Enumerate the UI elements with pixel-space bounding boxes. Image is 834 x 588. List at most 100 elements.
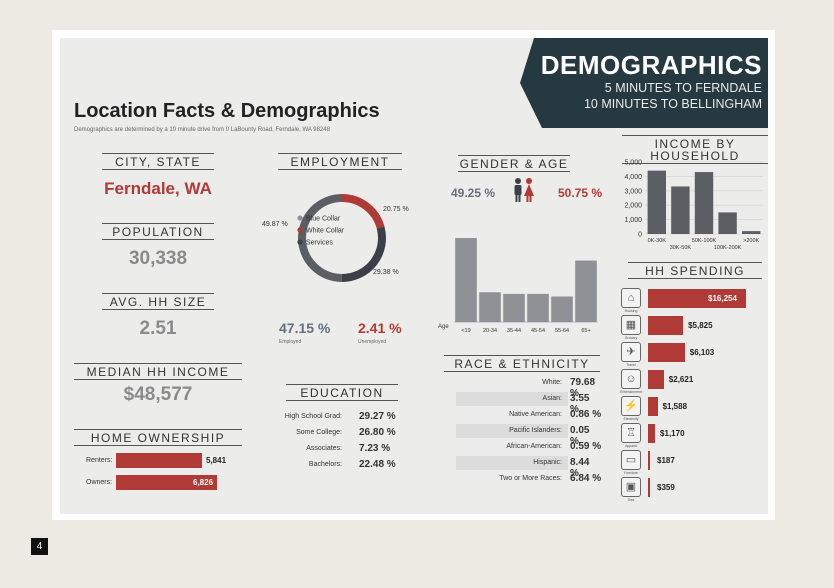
renters-value: 5,841 (206, 456, 227, 465)
income-ytick: 2,000 (624, 203, 642, 210)
legend-dot-white-collar (297, 227, 303, 233)
banner-line-ferndale: 5 MINUTES TO FERNDALE (604, 81, 762, 95)
legend-services: Services (306, 240, 333, 247)
services-pct: 29.38 % (373, 269, 399, 276)
education-label: High School Grad: (284, 413, 342, 420)
unemployed-label: Unemployed (358, 339, 387, 345)
age-xtick: 65+ (581, 328, 590, 334)
spending-value: $6,103 (689, 348, 715, 357)
race-row: Pacific Islanders: 0.05 % (456, 424, 589, 447)
spending-caption: Gas (627, 498, 635, 502)
city-state-value: Ferndale, WA (104, 179, 212, 198)
income-bar (694, 172, 714, 234)
median-income-value: $48,577 (123, 384, 193, 405)
race-label: White: (542, 379, 562, 386)
spending-bar (648, 370, 664, 389)
employed-value: 47.15 % (279, 320, 331, 336)
donut-slice-blue-collar (298, 194, 343, 282)
female-pct: 50.75 % (558, 186, 603, 200)
age-xtick: 35-44 (507, 328, 521, 334)
spending-bar (648, 289, 746, 308)
theater-icon: ☺ (621, 369, 641, 389)
income-bar (741, 231, 761, 234)
spending-value: $2,621 (668, 375, 694, 384)
race-label: Asian: (542, 395, 562, 402)
age-xtick: 20-34 (483, 328, 497, 334)
spending-value: $187 (657, 456, 675, 465)
income-household-heading: INCOME BY HOUSEHOLD (622, 135, 768, 164)
income-xtick: 0K-30K (648, 238, 667, 244)
spending-caption: Entertainment (620, 390, 642, 394)
home-ownership-heading: HOME OWNERSHIP (74, 429, 242, 446)
income-bar (718, 212, 737, 234)
avg-hh-size-value: 2.51 (139, 318, 177, 339)
education-value: 7.23 % (359, 443, 391, 454)
page-title: Location Facts & Demographics (74, 100, 380, 122)
population-heading: POPULATION (102, 223, 214, 240)
white-collar-pct: 20.75 % (383, 206, 409, 213)
banner-line-bellingham: 10 MINUTES TO BELLINGHAM (583, 97, 762, 111)
spending-bar (648, 424, 656, 443)
hh-spending-heading: HH SPENDING (628, 262, 762, 279)
renters-label: Renters: (86, 457, 113, 464)
race-value: 6.84 % (570, 473, 602, 484)
gender-age-heading: GENDER & AGE (458, 155, 570, 172)
age-axis-label: Age (438, 324, 449, 330)
race-row: Asian: 3.55 % (456, 392, 589, 415)
unemployed-value: 2.41 % (358, 320, 402, 336)
age-bar (479, 292, 501, 322)
income-xtick: 30K-50K (670, 245, 692, 251)
income-xtick: 50K-100K (692, 238, 717, 244)
race-row: Native American: 0.86 % (456, 408, 606, 422)
age-bar (455, 238, 477, 322)
race-row: White: 79.68 % (456, 376, 606, 399)
spending-value: $5,825 (688, 321, 713, 330)
education-heading: EDUCATION (286, 384, 398, 401)
owners-value: 6,826 (193, 478, 214, 487)
gender-icon (514, 178, 534, 202)
spending-caption: Electricity (623, 417, 639, 421)
population-value: 30,338 (128, 248, 188, 269)
spending-bar (648, 478, 651, 497)
education-value: 26.80 % (359, 427, 396, 438)
race-value: 0.86 % (570, 409, 602, 420)
income-bar-chart: 5,000 4,000 3,000 2,000 1,000 0 0K-30K30K-50K5… (624, 160, 763, 251)
spending-bar (648, 451, 650, 470)
income-ytick: 5,000 (624, 160, 642, 167)
race-label: Two or More Races: (499, 475, 562, 482)
spending-bar (648, 397, 658, 416)
basket-icon: ▦ (621, 315, 641, 335)
income-bar (671, 186, 690, 234)
education-label: Some College: (296, 429, 342, 436)
race-value: 3.55 % (570, 393, 590, 415)
education-label: Bachelors: (308, 461, 342, 468)
legend-blue-collar: Blue Collar (306, 216, 341, 223)
electric-icon: ⚡ (621, 396, 641, 416)
race-row: African-American: 0.59 % (456, 440, 606, 454)
gas-icon: ▣ (621, 477, 641, 497)
income-ytick: 1,000 (624, 217, 642, 224)
renters-bar (116, 453, 202, 468)
spending-caption: Grocery (624, 336, 638, 340)
spending-value: $1,170 (660, 429, 685, 438)
furniture-icon: ▭ (621, 450, 641, 470)
employed-label: Employed (279, 339, 302, 345)
spending-caption: Furniture (623, 471, 638, 475)
race-label: Pacific Islanders: (509, 427, 562, 434)
spending-value: $359 (657, 483, 675, 492)
income-ytick: 3,000 (624, 188, 642, 195)
owners-label: Owners: (86, 479, 113, 486)
avg-hh-size-heading: AVG. HH SIZE (102, 293, 214, 310)
income-xtick: >200K (743, 238, 759, 244)
age-xtick: 45-54 (531, 328, 545, 334)
donut-slice-white-collar (341, 194, 385, 229)
race-row: Two or More Races: 6.84 % (456, 472, 606, 486)
spending-value: $1,588 (662, 402, 688, 411)
blue-collar-pct: 49.87 % (262, 221, 288, 228)
legend-dot-services (297, 239, 303, 245)
demographics-banner: DEMOGRAPHICS 5 MINUTES TO FERNDALE 10 MI… (520, 38, 768, 128)
age-bar (551, 296, 573, 322)
demographics-card: DEMOGRAPHICS 5 MINUTES TO FERNDALE 10 MI… (60, 38, 768, 514)
income-bar (647, 170, 667, 234)
race-heading: RACE & ETHNICITY (444, 355, 600, 372)
